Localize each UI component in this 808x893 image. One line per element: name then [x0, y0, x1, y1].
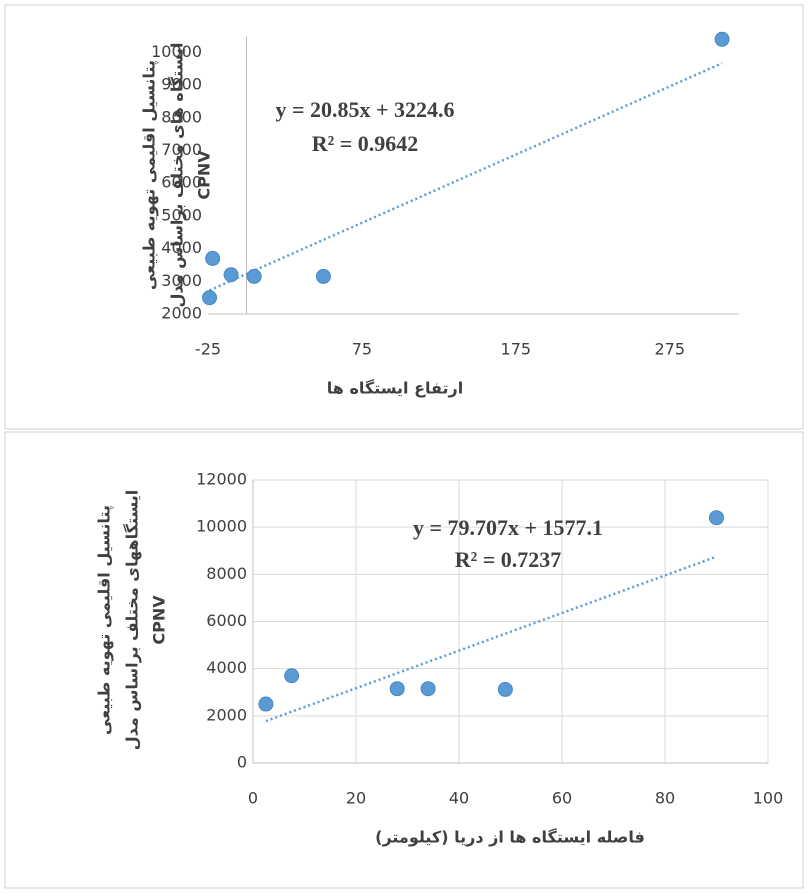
- y-tick-label: 12000: [196, 470, 247, 489]
- y-axis-title: پتانسیل اقلیمی تهویه طبیعی: [140, 60, 160, 290]
- point: [709, 510, 724, 526]
- panel: [4, 4, 804, 430]
- trendline: [209, 62, 723, 292]
- y-tick-label: 4000: [161, 238, 202, 257]
- y-tick-label: 4000: [206, 658, 247, 677]
- y-tick-label: 0: [237, 753, 247, 772]
- x-axis-title: فاصله ایستگاه ها از دریا (کیلومتر): [375, 828, 645, 847]
- x-tick-label: 40: [449, 789, 469, 808]
- x-tick-label: 60: [552, 789, 572, 808]
- y-tick-label: 6000: [206, 611, 247, 630]
- point: [420, 681, 436, 697]
- y-tick-label: 8000: [206, 564, 247, 583]
- y-tick-label: 5000: [161, 205, 202, 224]
- y-axis-title: CPNV: [195, 150, 214, 200]
- y-tick-label: 6000: [161, 173, 202, 192]
- x-tick-label: 275: [654, 340, 685, 359]
- point: [223, 267, 239, 283]
- point: [205, 250, 221, 266]
- y-axis-title: CPNV: [150, 595, 169, 645]
- point: [284, 668, 300, 684]
- y-tick-label: 3000: [161, 271, 202, 290]
- x-tick-label: 80: [655, 789, 675, 808]
- trend-r2: R² = 0.9642: [312, 131, 419, 156]
- point: [389, 681, 405, 697]
- x-tick-label: 20: [346, 789, 366, 808]
- x-tick-label: 75: [352, 340, 372, 359]
- point: [202, 290, 218, 306]
- trend-r2: R² = 0.7237: [455, 547, 562, 572]
- y-tick-label: 2000: [161, 304, 202, 323]
- point: [258, 696, 274, 712]
- y-tick-label: 10000: [196, 517, 247, 536]
- x-tick-label: 175: [501, 340, 532, 359]
- y-tick-label: 10000: [151, 42, 202, 61]
- trend-equation: y = 20.85x + 3224.6: [275, 97, 454, 122]
- trendline: [265, 555, 717, 723]
- y-tick-label: 8000: [161, 107, 202, 126]
- y-axis-title: ایستگاههای مختلف براساس مدل: [123, 490, 142, 751]
- x-tick-label: -25: [195, 340, 221, 359]
- point: [497, 681, 513, 697]
- y-tick-label: 2000: [206, 705, 247, 724]
- x-tick-label: 100: [753, 789, 784, 808]
- trend-equation: y = 79.707x + 1577.1: [413, 515, 603, 540]
- point: [246, 268, 262, 284]
- y-axis-title: ایستگاه های مختلف براساس مدل: [168, 43, 187, 308]
- x-axis-title: ارتفاع ایستگاه ها: [327, 379, 463, 398]
- y-tick-label: 9000: [161, 75, 202, 94]
- point: [315, 268, 331, 284]
- panel: [4, 431, 804, 889]
- y-axis-title: پتانسیل اقلیمی تهویه طبیعی: [95, 505, 115, 735]
- x-tick-label: 0: [248, 789, 258, 808]
- point: [714, 31, 730, 47]
- y-tick-label: 7000: [161, 140, 202, 159]
